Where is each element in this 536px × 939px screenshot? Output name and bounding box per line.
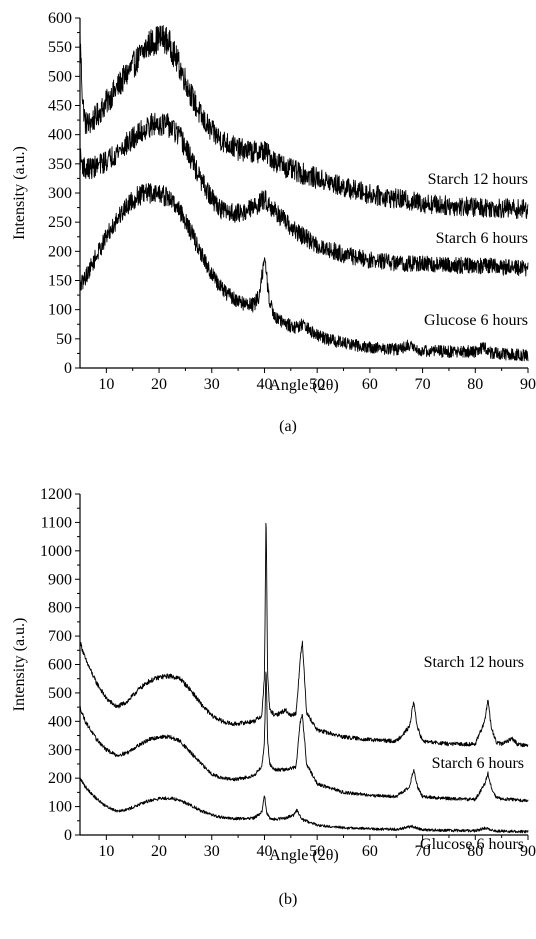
y-tick-label: 1000 (40, 543, 72, 560)
x-tick-label: 20 (151, 376, 167, 393)
series-label-starch-6h-a: Starch 6 hours (436, 230, 528, 247)
series-layer-b (79, 522, 529, 834)
x-tick-label: 20 (151, 843, 167, 860)
x-tick-label: 30 (204, 376, 220, 393)
series-label-glucose-6h-a: Glucose 6 hours (424, 312, 528, 329)
y-tick-label: 500 (48, 685, 72, 702)
panel-caption-a: (a) (279, 418, 297, 435)
y-axis-label-a: Intensity (a.u.) (11, 146, 28, 240)
x-tick-label: 30 (204, 843, 220, 860)
y-tick-label: 700 (48, 628, 72, 645)
y-tick-label: 250 (48, 214, 72, 231)
y-tick-label: 400 (48, 127, 72, 144)
y-tick-label: 350 (48, 156, 72, 173)
y-tick-label: 50 (56, 331, 72, 348)
y-tick-label: 400 (48, 713, 72, 730)
x-tick-label: 70 (415, 376, 431, 393)
x-tick-label: 50 (309, 376, 325, 393)
series-label-starch-6h-b: Starch 6 hours (432, 755, 524, 772)
series-line-starch-6-hours (79, 112, 529, 277)
y-tick-label: 150 (48, 273, 72, 290)
series-label-starch-12h-b: Starch 12 hours (424, 654, 524, 671)
x-tick-label: 80 (467, 376, 483, 393)
panel-caption-b: (b) (279, 891, 298, 908)
chart-panel-a: 0 50 100 150 200 250 300 350 400 450 500 550 600 10 20… (11, 10, 536, 435)
y-tick-label: 1100 (41, 514, 72, 531)
series-layer-a (79, 24, 529, 362)
series-label-glucose-6h-b: Glucose 6 hours (420, 836, 524, 853)
y-tick-label: 300 (48, 742, 72, 759)
x-tick-label: 10 (98, 843, 114, 860)
y-tick-label: 300 (48, 185, 72, 202)
x-tick-label: 90 (520, 843, 536, 860)
series-line-glucose-6-hours (79, 183, 529, 362)
series-label-starch-12h-a: Starch 12 hours (428, 171, 528, 188)
y-axis-label-b: Intensity (a.u.) (11, 618, 28, 712)
x-tick-label: 40 (256, 376, 272, 393)
y-tick-label: 200 (48, 770, 72, 787)
y-tick-label: 200 (48, 243, 72, 260)
y-tick-label: 900 (48, 571, 72, 588)
y-tick-label: 1200 (40, 486, 72, 503)
axes-a: 0 50 100 150 200 250 300 350 400 450 500 550 600 10 20… (48, 10, 536, 393)
y-tick-label: 500 (48, 68, 72, 85)
x-tick-label: 60 (362, 843, 378, 860)
series-line-starch-12-hours (79, 522, 529, 748)
x-tick-label: 70 (415, 843, 431, 860)
chart-panel-b: 0 100 200 300 400 500 600 700 800 900 1000 1100 1200… (11, 486, 536, 908)
y-tick-label: 0 (64, 827, 72, 844)
series-line-starch-6-hours (79, 671, 529, 803)
y-tick-label: 800 (48, 600, 72, 617)
y-tick-label: 100 (48, 302, 72, 319)
axes-b: 0 100 200 300 400 500 600 700 800 900 1000 1100 1200… (40, 486, 536, 860)
y-tick-label: 600 (48, 657, 72, 674)
y-tick-label: 0 (64, 360, 72, 377)
x-tick-label: 40 (256, 843, 272, 860)
y-tick-label: 600 (48, 10, 72, 27)
x-tick-label: 80 (467, 843, 483, 860)
series-line-glucose-6-hours (79, 777, 529, 834)
x-tick-label: 60 (362, 376, 378, 393)
x-tick-label: 90 (520, 376, 536, 393)
y-tick-label: 550 (48, 39, 72, 56)
x-tick-label: 10 (98, 376, 114, 393)
x-axis-label-b: Angle (2θ) (269, 847, 338, 864)
y-tick-label: 450 (48, 98, 72, 115)
x-axis-label-a: Angle (2θ) (269, 377, 338, 394)
y-tick-label: 100 (48, 799, 72, 816)
series-line-starch-12-hours (79, 24, 529, 220)
x-tick-label: 50 (309, 843, 325, 860)
